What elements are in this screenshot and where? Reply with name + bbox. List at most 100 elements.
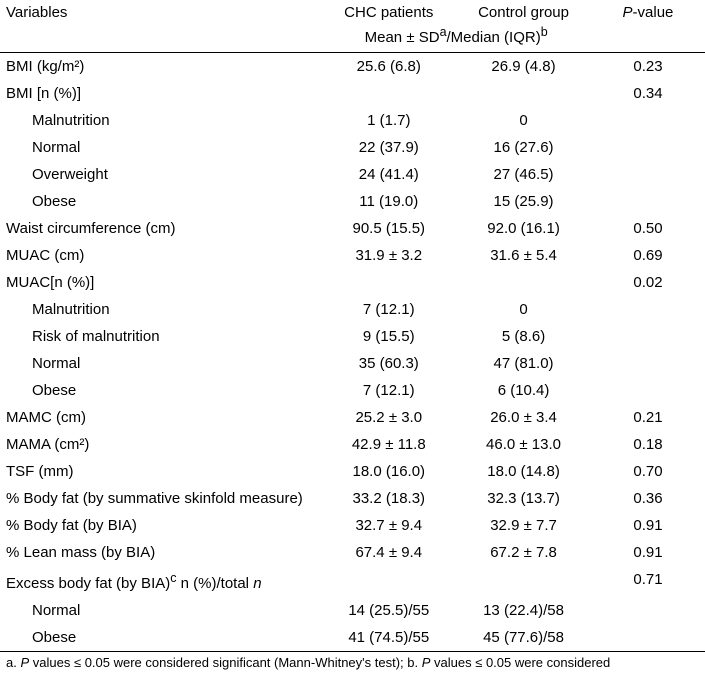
- row-pvalue: 0.18: [591, 431, 705, 458]
- row-label: TSF (mm): [0, 458, 321, 485]
- row-chc: 90.5 (15.5): [321, 215, 456, 242]
- row-label: BMI (kg/m²): [0, 53, 321, 81]
- row-control: 18.0 (14.8): [456, 458, 591, 485]
- row-control: 26.0 ± 3.4: [456, 404, 591, 431]
- row-chc: 24 (41.4): [321, 161, 456, 188]
- row-pvalue: 0.50: [591, 215, 705, 242]
- row-pvalue: [591, 161, 705, 188]
- row-label: Risk of malnutrition: [0, 323, 321, 350]
- row-control: 13 (22.4)/58: [456, 597, 591, 624]
- row-pvalue: [591, 134, 705, 161]
- table-row: TSF (mm)18.0 (16.0)18.0 (14.8)0.70: [0, 458, 705, 485]
- row-chc: [321, 269, 456, 296]
- row-control: 15 (25.9): [456, 188, 591, 215]
- row-chc: 25.2 ± 3.0: [321, 404, 456, 431]
- row-chc: 9 (15.5): [321, 323, 456, 350]
- row-control: 16 (27.6): [456, 134, 591, 161]
- row-label: Normal: [0, 350, 321, 377]
- table-row: Obese41 (74.5)/5545 (77.6)/58: [0, 624, 705, 651]
- row-pvalue: 0.91: [591, 512, 705, 539]
- table-row: % Body fat (by BIA)32.7 ± 9.432.9 ± 7.70…: [0, 512, 705, 539]
- row-chc: 67.4 ± 9.4: [321, 539, 456, 566]
- table-row: % Lean mass (by BIA)67.4 ± 9.467.2 ± 7.8…: [0, 539, 705, 566]
- row-pvalue: 0.91: [591, 539, 705, 566]
- row-control: 47 (81.0): [456, 350, 591, 377]
- table-row: Obese11 (19.0)15 (25.9): [0, 188, 705, 215]
- row-pvalue: [591, 350, 705, 377]
- row-control: [456, 80, 591, 107]
- row-label: Malnutrition: [0, 107, 321, 134]
- row-control: [456, 566, 591, 597]
- row-chc: [321, 80, 456, 107]
- header-row: Variables CHC patients Control group P-v…: [0, 0, 705, 23]
- row-label: Normal: [0, 597, 321, 624]
- row-label: Overweight: [0, 161, 321, 188]
- table-row: Normal22 (37.9)16 (27.6): [0, 134, 705, 161]
- row-label: Obese: [0, 624, 321, 651]
- row-label: Normal: [0, 134, 321, 161]
- row-pvalue: 0.69: [591, 242, 705, 269]
- row-pvalue: 0.21: [591, 404, 705, 431]
- table-row: MAMC (cm)25.2 ± 3.026.0 ± 3.40.21: [0, 404, 705, 431]
- row-chc: 7 (12.1): [321, 296, 456, 323]
- table-row: Risk of malnutrition9 (15.5)5 (8.6): [0, 323, 705, 350]
- table-row: Normal35 (60.3)47 (81.0): [0, 350, 705, 377]
- table-row: MUAC[n (%)] 0.02: [0, 269, 705, 296]
- row-label: Waist circumference (cm): [0, 215, 321, 242]
- row-control: 45 (77.6)/58: [456, 624, 591, 651]
- row-pvalue: [591, 377, 705, 404]
- row-chc: 31.9 ± 3.2: [321, 242, 456, 269]
- row-chc: 1 (1.7): [321, 107, 456, 134]
- comparison-table: Variables CHC patients Control group P-v…: [0, 0, 705, 651]
- row-control: 26.9 (4.8): [456, 53, 591, 81]
- row-control: 0: [456, 107, 591, 134]
- table-row: Excess body fat (by BIA)c n (%)/total n0…: [0, 566, 705, 597]
- row-pvalue: [591, 323, 705, 350]
- row-pvalue: [591, 624, 705, 651]
- row-chc: 32.7 ± 9.4: [321, 512, 456, 539]
- header-variables: Variables: [0, 0, 321, 23]
- table-row: % Body fat (by summative skinfold measur…: [0, 485, 705, 512]
- row-chc: 35 (60.3): [321, 350, 456, 377]
- table-row: MUAC (cm)31.9 ± 3.231.6 ± 5.40.69: [0, 242, 705, 269]
- row-chc: 14 (25.5)/55: [321, 597, 456, 624]
- row-pvalue: 0.34: [591, 80, 705, 107]
- row-chc: 42.9 ± 11.8: [321, 431, 456, 458]
- row-control: 6 (10.4): [456, 377, 591, 404]
- row-chc: 33.2 (18.3): [321, 485, 456, 512]
- row-label: MUAC (cm): [0, 242, 321, 269]
- pvalue-p: P: [623, 4, 633, 21]
- table-row: Overweight24 (41.4)27 (46.5): [0, 161, 705, 188]
- table-row: Waist circumference (cm)90.5 (15.5)92.0 …: [0, 215, 705, 242]
- row-control: 27 (46.5): [456, 161, 591, 188]
- row-control: 32.9 ± 7.7: [456, 512, 591, 539]
- table-row: MAMA (cm²)42.9 ± 11.846.0 ± 13.00.18: [0, 431, 705, 458]
- row-pvalue: [591, 188, 705, 215]
- row-control: 0: [456, 296, 591, 323]
- table-row: Normal14 (25.5)/5513 (22.4)/58: [0, 597, 705, 624]
- row-label: Obese: [0, 377, 321, 404]
- row-chc: 25.6 (6.8): [321, 53, 456, 81]
- pvalue-suffix: -value: [633, 4, 674, 21]
- row-pvalue: 0.36: [591, 485, 705, 512]
- row-control: 32.3 (13.7): [456, 485, 591, 512]
- row-pvalue: 0.02: [591, 269, 705, 296]
- row-control: 5 (8.6): [456, 323, 591, 350]
- row-pvalue: 0.23: [591, 53, 705, 81]
- row-pvalue: [591, 597, 705, 624]
- row-chc: 22 (37.9): [321, 134, 456, 161]
- table-row: Malnutrition7 (12.1)0: [0, 296, 705, 323]
- row-label: BMI [n (%)]: [0, 80, 321, 107]
- row-label: MUAC[n (%)]: [0, 269, 321, 296]
- row-label: % Lean mass (by BIA): [0, 539, 321, 566]
- table-row: Malnutrition1 (1.7)0: [0, 107, 705, 134]
- row-label: Excess body fat (by BIA)c n (%)/total n: [0, 566, 321, 597]
- row-chc: 41 (74.5)/55: [321, 624, 456, 651]
- row-chc: 18.0 (16.0): [321, 458, 456, 485]
- table-row: BMI (kg/m²)25.6 (6.8)26.9 (4.8)0.23: [0, 53, 705, 81]
- header-pvalue: P-value: [591, 0, 705, 23]
- row-chc: 11 (19.0): [321, 188, 456, 215]
- row-label: MAMC (cm): [0, 404, 321, 431]
- row-chc: 7 (12.1): [321, 377, 456, 404]
- row-pvalue: [591, 107, 705, 134]
